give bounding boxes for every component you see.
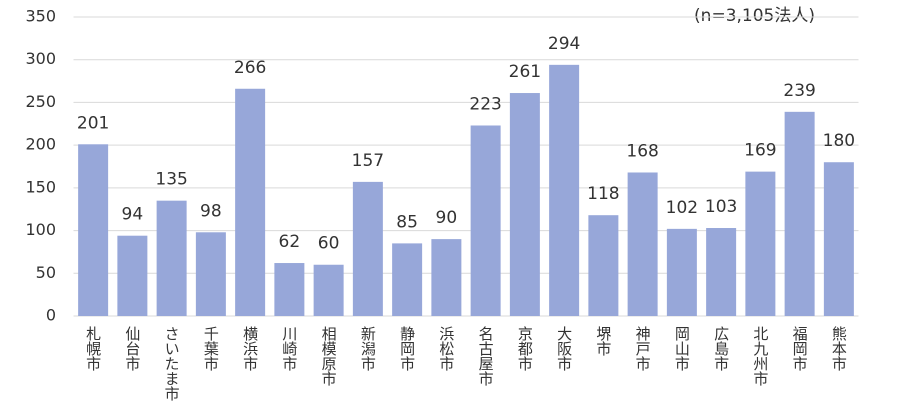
bar bbox=[392, 243, 423, 316]
bar bbox=[706, 228, 737, 316]
value-label: 201 bbox=[77, 113, 109, 133]
x-tick-label: 千葉市 bbox=[202, 326, 220, 371]
bar bbox=[470, 125, 501, 316]
y-tick-label: 150 bbox=[25, 177, 56, 196]
bar bbox=[352, 181, 383, 316]
value-label: 94 bbox=[122, 205, 144, 225]
bar bbox=[784, 111, 815, 316]
bar bbox=[509, 93, 540, 316]
x-tick-label: 仙台市 bbox=[123, 326, 141, 371]
bar bbox=[666, 228, 697, 316]
x-tick-label: 福岡市 bbox=[791, 326, 809, 371]
bar bbox=[117, 235, 148, 316]
y-tick-label: 50 bbox=[36, 263, 56, 282]
x-tick-label: 京都市 bbox=[516, 326, 534, 371]
value-label: 62 bbox=[279, 232, 301, 252]
x-tick-label: 静岡市 bbox=[398, 326, 416, 371]
x-tick-label: 浜松市 bbox=[437, 326, 455, 371]
x-tick-label: 新潟市 bbox=[359, 326, 377, 371]
y-tick-label: 0 bbox=[46, 306, 56, 325]
value-label: 168 bbox=[626, 141, 658, 161]
value-label: 294 bbox=[548, 34, 580, 54]
x-tick-label: 横浜市 bbox=[241, 326, 259, 371]
x-tick-label: 川崎市 bbox=[280, 326, 298, 371]
bar bbox=[549, 64, 580, 316]
y-tick-label: 350 bbox=[25, 7, 56, 26]
bar bbox=[195, 232, 226, 316]
bar bbox=[78, 144, 109, 316]
x-tick-label: 熊本市 bbox=[830, 326, 848, 371]
value-label: 169 bbox=[744, 141, 776, 161]
value-label: 85 bbox=[396, 212, 418, 232]
x-tick-label: 北九州市 bbox=[751, 326, 769, 386]
bar bbox=[313, 264, 344, 316]
value-label: 180 bbox=[823, 131, 855, 151]
bar bbox=[156, 200, 187, 316]
bar bbox=[823, 162, 854, 316]
value-label: 60 bbox=[318, 234, 340, 254]
bar bbox=[588, 215, 619, 316]
value-label: 239 bbox=[783, 81, 815, 101]
value-label: 118 bbox=[587, 184, 619, 204]
value-label: 102 bbox=[666, 198, 698, 218]
annotation: (n=3,105法人) bbox=[694, 6, 815, 26]
x-tick-label: 広島市 bbox=[712, 326, 730, 371]
value-label: 98 bbox=[200, 201, 222, 221]
y-tick-label: 100 bbox=[25, 220, 56, 239]
value-label: 135 bbox=[155, 170, 187, 190]
x-tick-label: 神戸市 bbox=[634, 326, 652, 371]
value-label: 261 bbox=[509, 62, 541, 82]
bar bbox=[235, 88, 266, 316]
y-tick-label: 250 bbox=[25, 92, 56, 111]
x-tick-label: 相模原市 bbox=[320, 326, 338, 386]
x-tick-label: さいたま市 bbox=[163, 326, 181, 401]
value-label: 90 bbox=[436, 208, 458, 228]
x-tick-label: 大阪市 bbox=[555, 326, 573, 371]
y-tick-label: 300 bbox=[25, 49, 56, 68]
bar bbox=[627, 172, 658, 316]
x-tick-label: 名古屋市 bbox=[477, 326, 495, 386]
bar bbox=[431, 239, 462, 316]
value-label: 223 bbox=[469, 94, 501, 114]
bar bbox=[274, 263, 305, 316]
bar bbox=[745, 171, 776, 316]
x-tick-label: 堺市 bbox=[594, 326, 612, 356]
x-tick-label: 岡山市 bbox=[673, 326, 691, 371]
value-label: 157 bbox=[352, 151, 384, 171]
value-label: 103 bbox=[705, 197, 737, 217]
y-tick-label: 200 bbox=[25, 135, 56, 154]
x-tick-label: 札幌市 bbox=[84, 326, 102, 371]
value-label: 266 bbox=[234, 58, 266, 78]
